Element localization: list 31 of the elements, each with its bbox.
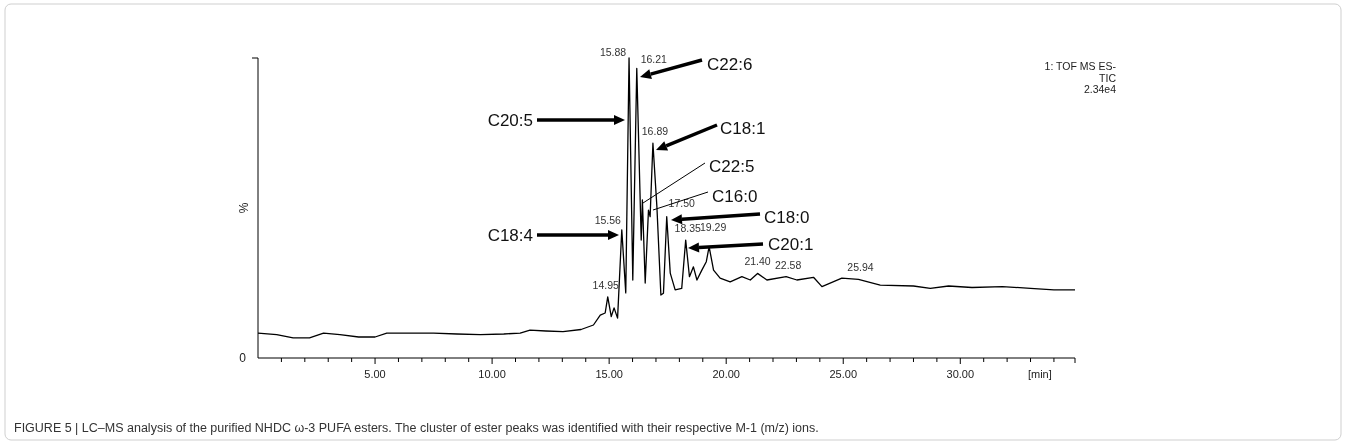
annotation: 17.50	[668, 196, 696, 209]
annotation: C20:5	[487, 111, 533, 130]
annotation: 22.58	[774, 258, 802, 271]
annotation: 15.56	[594, 213, 622, 226]
x-tick-label: 15.00	[595, 368, 623, 380]
annotation: C22:6	[707, 55, 753, 74]
text: 0	[239, 351, 247, 365]
y-axis-title: %	[237, 202, 251, 214]
text: TIC	[1099, 71, 1117, 84]
x-tick-label: 20.00	[712, 368, 740, 380]
annotation: 16.89	[641, 125, 669, 138]
annotation: 16.21	[640, 52, 668, 65]
x-tick-label: 5.00	[364, 368, 386, 380]
annotation: 15.88	[599, 46, 627, 58]
annotation: C18:1	[720, 119, 766, 138]
x-tick-label: 10.00	[478, 368, 506, 380]
x-tick-label: 30.00	[946, 368, 975, 380]
annotation: 21.40	[744, 255, 771, 268]
annotation: C20:1	[768, 235, 814, 254]
annotation: 14.95	[592, 278, 620, 291]
x-tick-label: 25.00	[829, 368, 858, 380]
annotation: C18:0	[764, 208, 810, 227]
annotation: C16:0	[712, 187, 758, 206]
annotation: 18.35	[674, 222, 701, 235]
x-axis-title: [min]	[1027, 368, 1052, 380]
annotation: 1: TOF MS ES-	[1044, 60, 1117, 72]
text: 2.34e4	[1083, 83, 1117, 95]
caption: FIGURE 5 | LC–MS analysis of the purified NHDC ω-3 PUFA esters. The cluster of ester peaks was identified with their respective M-1 (m/z) ions.	[14, 421, 819, 435]
annotation: C22:5	[709, 157, 755, 176]
annotation: 25.94	[847, 261, 874, 274]
annotation: C18:4	[487, 226, 533, 245]
